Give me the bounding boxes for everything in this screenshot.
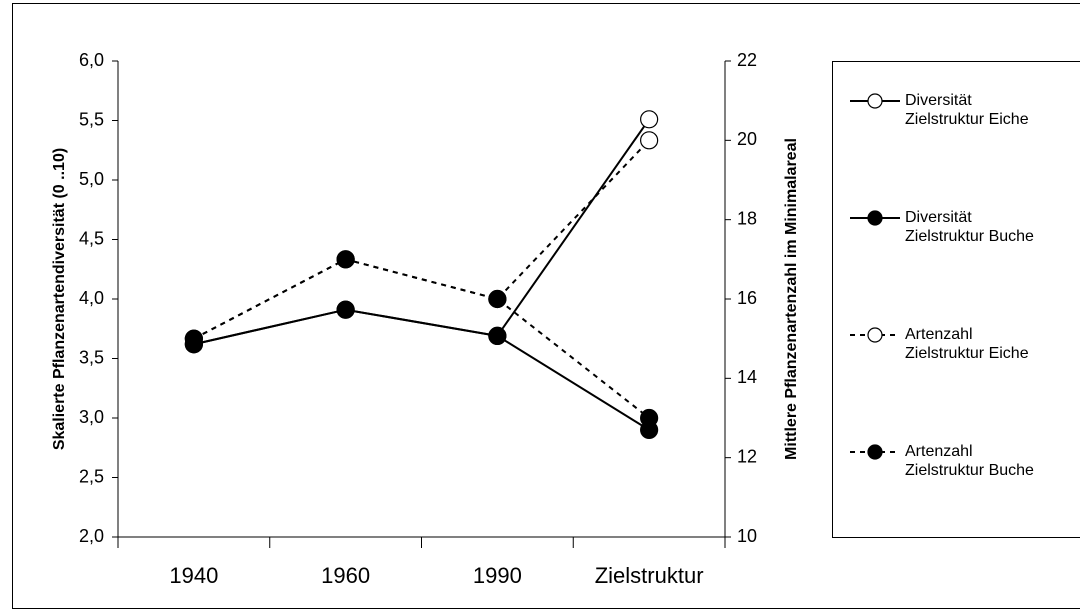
y-tick-label: 6,0 — [79, 50, 104, 70]
legend-marker — [867, 327, 883, 343]
y2-tick-label: 12 — [737, 446, 757, 466]
y-tick-label: 3,0 — [79, 407, 104, 427]
series-line — [193, 308, 650, 431]
legend-label: Diversität Zielstruktur Buche — [905, 209, 1034, 245]
data-point — [336, 300, 355, 319]
series-line — [193, 258, 650, 419]
data-point — [336, 250, 355, 269]
legend-label: Artenzahl Zielstruktur Buche — [905, 443, 1034, 479]
y-tick-label: 5,0 — [79, 169, 104, 189]
x-tick-label: Zielstruktur — [595, 563, 704, 588]
y-tick-label: 2,0 — [79, 526, 104, 546]
x-tick-label: 1990 — [473, 563, 522, 588]
y-tick-label: 4,5 — [79, 228, 104, 248]
legend-marker — [867, 93, 883, 109]
legend-marker — [867, 444, 883, 460]
x-tick-label: 1960 — [321, 563, 370, 588]
y-tick-label: 4,0 — [79, 288, 104, 308]
data-point — [640, 110, 659, 129]
y2-tick-label: 14 — [737, 367, 757, 387]
y-axis-label: Skalierte Pflanzenartendiversität (0 ..1… — [51, 148, 68, 450]
y-tick-label: 3,5 — [79, 347, 104, 367]
legend-label: Artenzahl Zielstruktur Eiche — [905, 326, 1029, 362]
data-point — [184, 329, 203, 348]
data-point — [488, 289, 507, 309]
legend-marker — [867, 210, 883, 226]
y2-tick-label: 22 — [737, 50, 757, 70]
data-point — [488, 326, 507, 345]
legend-label: Diversität Zielstruktur Eiche — [905, 92, 1029, 128]
data-point — [640, 131, 659, 150]
y2-tick-label: 10 — [737, 526, 757, 546]
x-tick-label: 1940 — [169, 563, 218, 588]
data-point — [640, 408, 659, 428]
y-tick-label: 2,5 — [79, 466, 104, 486]
y2-tick-label: 18 — [737, 208, 757, 228]
y2-tick-label: 20 — [737, 129, 757, 149]
y2-axis-label: Mittlere Pflanzenartenzahl im Minimalare… — [783, 138, 800, 460]
y2-tick-label: 16 — [737, 288, 757, 308]
y-tick-label: 5,5 — [79, 109, 104, 129]
